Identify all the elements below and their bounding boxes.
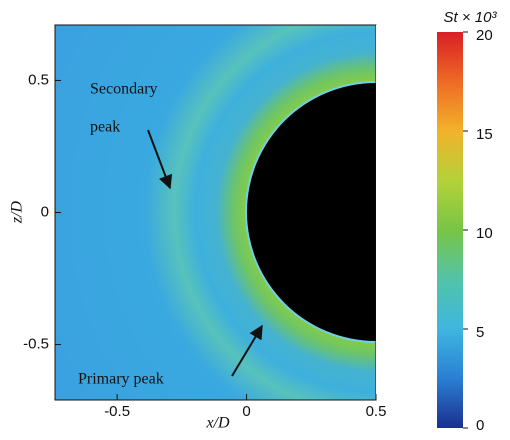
colorbar-tick-label: 0 (476, 417, 484, 434)
y-tick-label: 0 (41, 203, 49, 220)
annotation: Primary peak (78, 371, 164, 388)
colorbar-tick-label: 15 (476, 126, 493, 143)
x-tick-label: 0.5 (366, 403, 387, 420)
colorbar-tick-label: 20 (476, 27, 493, 44)
annotation: peak (90, 119, 120, 136)
x-tick-label: 0 (242, 403, 250, 420)
y-tick-label: 0.5 (28, 71, 49, 88)
colorbar-tick-label: 10 (476, 225, 493, 242)
x-axis-label: x/D (205, 415, 230, 432)
x-tick-label: -0.5 (104, 403, 130, 420)
annotation: Secondary (90, 81, 158, 98)
y-axis-label: z/D (9, 200, 26, 224)
colorbar (437, 32, 463, 428)
colorbar-tick-label: 5 (476, 324, 484, 341)
arrow (231, 324, 263, 377)
arrow (147, 129, 173, 190)
colorbar-label: St × 10³ (444, 9, 498, 26)
y-tick-label: -0.5 (23, 336, 49, 353)
